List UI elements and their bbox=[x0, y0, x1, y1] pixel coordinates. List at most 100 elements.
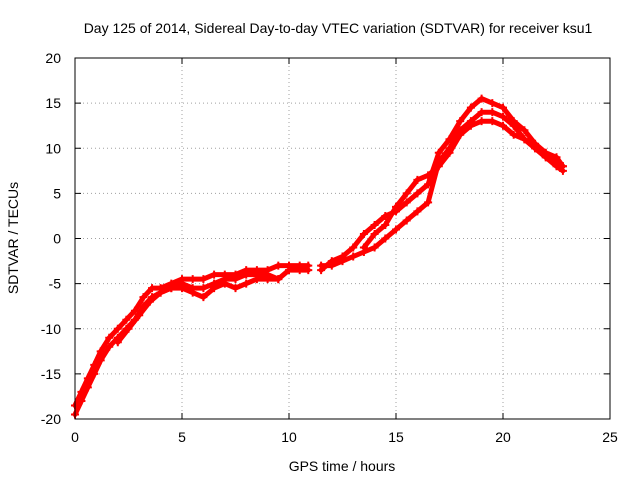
x-tick-label: 0 bbox=[71, 429, 79, 445]
data-point bbox=[445, 148, 454, 157]
data-point bbox=[381, 234, 390, 243]
data-point bbox=[96, 347, 105, 356]
data-point bbox=[434, 148, 443, 157]
data-point bbox=[488, 99, 497, 108]
data-point bbox=[210, 270, 219, 279]
data-point bbox=[113, 324, 122, 333]
data-point bbox=[199, 284, 208, 293]
data-point bbox=[456, 130, 465, 139]
data-point bbox=[466, 121, 475, 130]
data-point bbox=[130, 306, 139, 315]
data-point bbox=[520, 135, 529, 144]
y-tick-label: -15 bbox=[41, 366, 61, 382]
data-point bbox=[488, 108, 497, 117]
series-line-trace-6 bbox=[361, 118, 566, 250]
data-point bbox=[381, 220, 390, 229]
data-point bbox=[139, 293, 148, 302]
data-point bbox=[122, 315, 131, 324]
data-point bbox=[338, 257, 347, 266]
data-point bbox=[349, 243, 358, 252]
data-point bbox=[178, 284, 186, 293]
data-point bbox=[499, 103, 507, 112]
data-point bbox=[317, 261, 326, 270]
data-point bbox=[210, 284, 219, 293]
data-point bbox=[124, 324, 133, 333]
data-point bbox=[242, 279, 251, 288]
chart-title: Day 125 of 2014, Sidereal Day-to-day VTE… bbox=[84, 20, 593, 36]
data-point bbox=[370, 229, 379, 238]
data-point bbox=[531, 144, 540, 153]
data-point bbox=[105, 333, 114, 342]
data-point bbox=[392, 202, 400, 211]
x-tick-label: 5 bbox=[178, 429, 186, 445]
data-point bbox=[188, 288, 197, 297]
data-point bbox=[285, 266, 293, 275]
data-point bbox=[434, 162, 443, 171]
data-point bbox=[113, 338, 122, 347]
data-point bbox=[413, 175, 422, 184]
data-point bbox=[252, 275, 261, 284]
data-point bbox=[509, 130, 518, 139]
data-point bbox=[304, 266, 313, 275]
data-point bbox=[466, 103, 475, 112]
data-point bbox=[402, 189, 411, 198]
data-layer bbox=[71, 94, 567, 419]
x-tick-label: 10 bbox=[281, 429, 297, 445]
data-point bbox=[558, 162, 567, 171]
y-tick-label: 15 bbox=[45, 95, 61, 111]
data-point bbox=[499, 112, 507, 121]
data-point bbox=[105, 342, 114, 351]
x-tick-label: 20 bbox=[495, 429, 511, 445]
y-tick-label: -5 bbox=[49, 276, 62, 292]
data-point bbox=[456, 117, 465, 126]
data-point bbox=[145, 297, 154, 306]
data-point bbox=[231, 284, 240, 293]
data-point bbox=[402, 216, 411, 225]
data-point bbox=[220, 279, 229, 288]
y-axis-label: SDTVAR / TECUs bbox=[5, 182, 21, 294]
data-point bbox=[167, 284, 176, 293]
data-point bbox=[392, 225, 400, 234]
data-point bbox=[370, 243, 379, 252]
data-point bbox=[83, 383, 92, 392]
data-point bbox=[199, 293, 208, 302]
data-point bbox=[242, 270, 251, 279]
data-point bbox=[188, 275, 197, 284]
ticks: 0 5 10 15 20 25 -20 -15 -10 -5 0 5 10 15 20 bbox=[41, 50, 618, 445]
data-point bbox=[231, 275, 240, 284]
data-point bbox=[263, 275, 272, 284]
data-point bbox=[96, 356, 105, 365]
data-point bbox=[148, 284, 157, 293]
data-point bbox=[349, 252, 358, 261]
grid bbox=[75, 58, 610, 419]
data-point bbox=[274, 275, 283, 284]
series-line-trace-4 bbox=[318, 96, 566, 273]
data-point bbox=[541, 153, 550, 162]
y-tick-label: 0 bbox=[53, 231, 61, 247]
series-line-trace-3 bbox=[115, 276, 281, 345]
data-point bbox=[274, 261, 283, 270]
data-point bbox=[359, 243, 368, 252]
data-point bbox=[370, 220, 379, 229]
data-point bbox=[413, 189, 422, 198]
data-point bbox=[295, 266, 304, 275]
data-point bbox=[477, 108, 486, 117]
y-tick-label: -20 bbox=[41, 411, 61, 427]
data-point bbox=[359, 229, 368, 238]
data-point bbox=[499, 121, 507, 130]
data-point bbox=[424, 198, 433, 207]
data-point bbox=[90, 369, 99, 378]
data-point bbox=[509, 121, 518, 130]
y-tick-label: 20 bbox=[45, 50, 61, 66]
data-point bbox=[199, 275, 208, 284]
data-point bbox=[413, 207, 422, 216]
data-point bbox=[424, 171, 433, 180]
y-tick-label: 10 bbox=[45, 140, 61, 156]
data-point bbox=[402, 198, 411, 207]
y-tick-label: -10 bbox=[41, 321, 61, 337]
x-tick-label: 15 bbox=[388, 429, 404, 445]
data-point bbox=[477, 94, 486, 103]
data-point bbox=[552, 157, 561, 166]
x-axis-label: GPS time / hours bbox=[289, 458, 396, 474]
